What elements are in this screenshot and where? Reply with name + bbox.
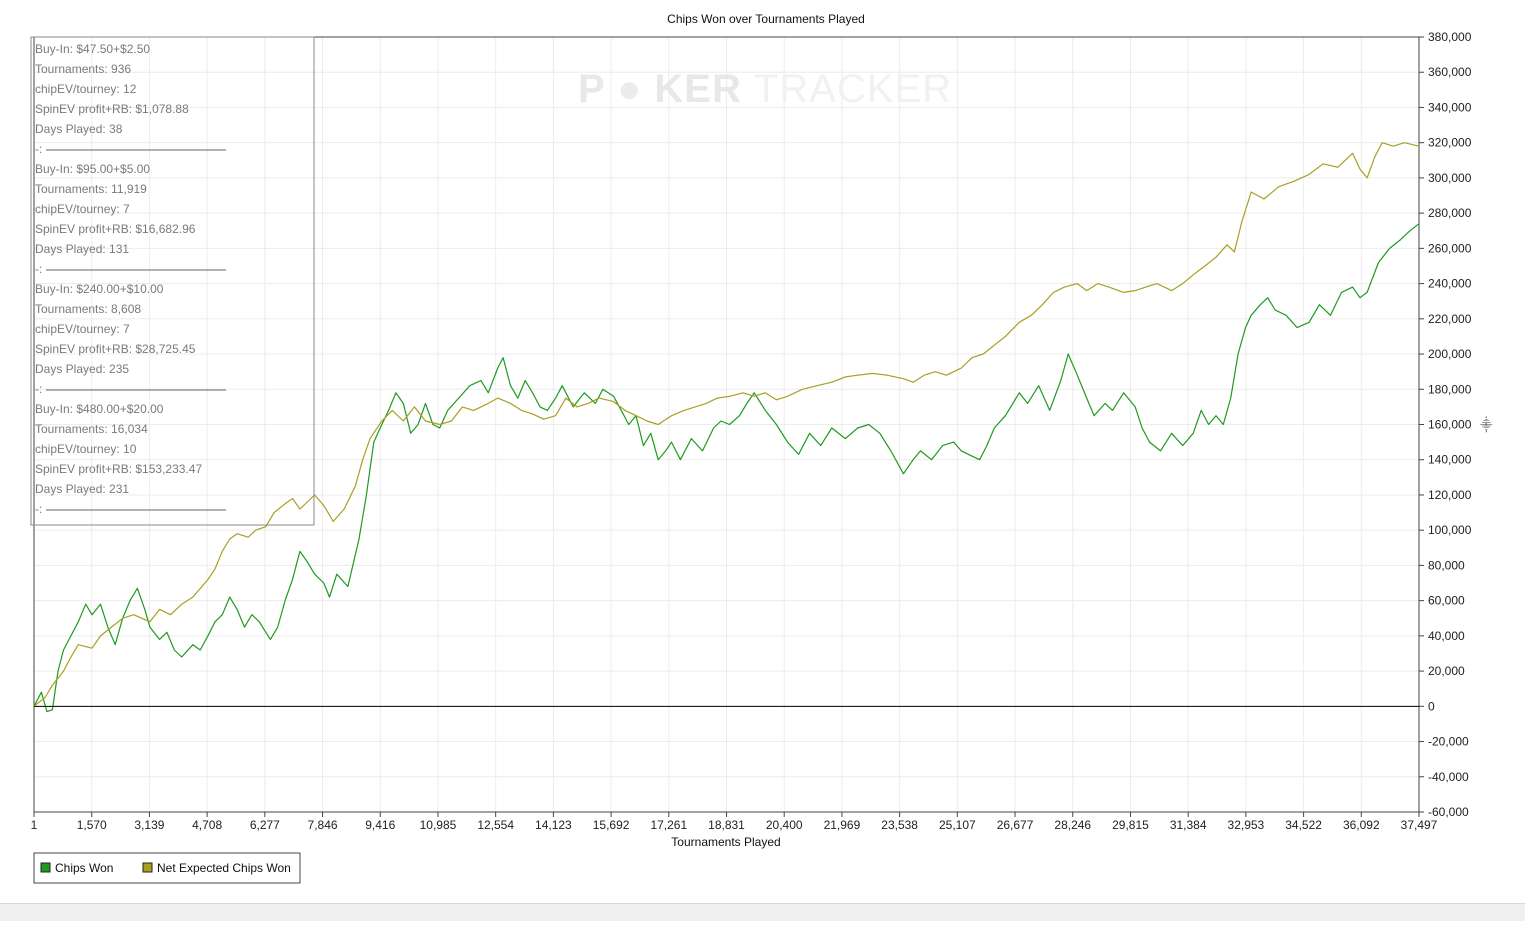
y-tick-label: 0 <box>1428 699 1435 713</box>
y-tick-label: 340,000 <box>1428 100 1472 114</box>
info-buy-in-text: Buy-In: $95.00+$5.00 <box>35 162 150 176</box>
info-tournaments-text: Tournaments: 8,608 <box>35 302 141 316</box>
watermark-text-1: P <box>578 67 605 111</box>
legend-swatch-chips-won <box>40 862 51 873</box>
y-tick-label: 20,000 <box>1428 664 1465 678</box>
x-tick-label: 37,497 <box>1401 818 1438 832</box>
info-profit-text: SpinEV profit+RB: $16,682.96 <box>35 222 196 236</box>
x-tick-label: 26,677 <box>997 818 1034 832</box>
info-buy-in-text: Buy-In: $47.50+$2.50 <box>35 42 150 56</box>
y-tick-label: 280,000 <box>1428 206 1472 220</box>
window-status-strip <box>0 903 1525 921</box>
legend-label-net-expected: Net Expected Chips Won <box>157 861 291 875</box>
x-tick-label: 1 <box>31 818 38 832</box>
info-chipev-text: chipEV/tourney: 10 <box>35 442 137 456</box>
x-tick-label: 6,277 <box>250 818 280 832</box>
y-tick-label: 200,000 <box>1428 347 1472 361</box>
y-tick-label: 60,000 <box>1428 594 1465 608</box>
info-profit-text: SpinEV profit+RB: $1,078.88 <box>35 102 189 116</box>
y-tick-label: 120,000 <box>1428 488 1472 502</box>
x-tick-label: 20,400 <box>766 818 803 832</box>
y-tick-label: 100,000 <box>1428 523 1472 537</box>
y-tick-label: 140,000 <box>1428 453 1472 467</box>
legend-frame <box>33 852 301 884</box>
info-chipev-text: chipEV/tourney: 7 <box>35 202 130 216</box>
y-tick-label: -40,000 <box>1428 770 1469 784</box>
series-line-chips-won <box>33 223 1420 713</box>
x-tick-label: 21,969 <box>824 818 861 832</box>
legend-label-chips-won: Chips Won <box>55 861 113 875</box>
legend[interactable]: Chips Won Net Expected Chips Won <box>33 852 301 884</box>
series-lines <box>33 142 1420 713</box>
watermark-chip-icon: ● <box>617 67 642 111</box>
x-tick-label: 36,092 <box>1343 818 1380 832</box>
x-axis-title: Tournaments Played <box>671 835 780 849</box>
y-tick-label: 220,000 <box>1428 312 1472 326</box>
y-tick-label: 180,000 <box>1428 382 1472 396</box>
y-tick-label: 240,000 <box>1428 277 1472 291</box>
svg-text:P ● KER: P ● KER TRACKER <box>578 67 952 111</box>
x-tick-label: 34,522 <box>1285 818 1322 832</box>
x-tick-label: 29,815 <box>1112 818 1149 832</box>
y-tick-label: 380,000 <box>1428 30 1472 44</box>
x-axis-ticks: 1 1,570 3,139 4,708 6,277 7,846 9,416 10,985 12,… <box>31 812 1438 832</box>
info-separator-text: -: <box>35 142 42 156</box>
info-days-text: Days Played: 235 <box>35 362 129 376</box>
y-tick-label: 160,000 <box>1428 418 1472 432</box>
info-buy-in-text: Buy-In: $240.00+$10.00 <box>35 282 164 296</box>
pokertracker-watermark: P ● KER TRACKER <box>578 67 952 111</box>
watermark-text-3: TRACKER <box>754 67 952 111</box>
info-days-text: Days Played: 38 <box>35 122 123 136</box>
chart-title: Chips Won over Tournaments Played <box>667 12 865 26</box>
info-tournaments-text: Tournaments: 16,034 <box>35 422 148 436</box>
info-tournaments-text: Tournaments: 11,919 <box>35 182 147 196</box>
y-tick-label: 40,000 <box>1428 629 1465 643</box>
info-days-text: Days Played: 131 <box>35 242 129 256</box>
watermark-text-2: KER <box>654 67 741 111</box>
legend-swatch-net-expected <box>142 862 153 873</box>
info-separator-text: -: <box>35 382 42 396</box>
y-tick-label: -60,000 <box>1428 805 1469 819</box>
x-tick-label: 3,139 <box>134 818 164 832</box>
x-tick-label: 7,846 <box>308 818 338 832</box>
info-separator-text: -: <box>35 502 42 516</box>
x-tick-label: 4,708 <box>192 818 222 832</box>
info-profit-text: SpinEV profit+RB: $153,233.47 <box>35 462 202 476</box>
x-tick-label: 1,570 <box>77 818 107 832</box>
x-tick-label: 12,554 <box>477 818 514 832</box>
info-buy-in-text: Buy-In: $480.00+$20.00 <box>35 402 164 416</box>
x-tick-label: 9,416 <box>365 818 395 832</box>
x-tick-label: 15,692 <box>593 818 630 832</box>
y-tick-label: 300,000 <box>1428 171 1472 185</box>
info-chipev-text: chipEV/tourney: 12 <box>35 82 137 96</box>
y-axis-ticks: 380,000 360,000 340,000 320,000 300,000 280,0… <box>1419 30 1472 819</box>
y-tick-label: 360,000 <box>1428 65 1472 79</box>
y-tick-label: 260,000 <box>1428 241 1472 255</box>
y-tick-label: 80,000 <box>1428 558 1465 572</box>
info-tournaments-text: Tournaments: 936 <box>35 62 131 76</box>
x-tick-label: 32,953 <box>1228 818 1265 832</box>
info-chipev-text: chipEV/tourney: 7 <box>35 322 130 336</box>
stats-info-box[interactable]: Buy-In: $47.50+$2.50 Tournaments: 936 chip… <box>30 36 315 526</box>
info-separator-text: -: <box>35 262 42 276</box>
y-tick-label: 320,000 <box>1428 136 1472 150</box>
x-tick-label: 28,246 <box>1054 818 1091 832</box>
y-tick-label: -20,000 <box>1428 735 1469 749</box>
x-tick-label: 31,384 <box>1170 818 1207 832</box>
x-tick-label: 23,538 <box>881 818 918 832</box>
x-tick-label: 25,107 <box>939 818 976 832</box>
info-profit-text: SpinEV profit+RB: $28,725.45 <box>35 342 196 356</box>
x-tick-label: 17,261 <box>650 818 687 832</box>
series-line-net-expected <box>33 142 1420 707</box>
crosshair-cursor-icon: ⸎ <box>1480 416 1493 433</box>
x-tick-label: 14,123 <box>535 818 572 832</box>
x-tick-label: 10,985 <box>420 818 457 832</box>
x-tick-label: 18,831 <box>708 818 745 832</box>
info-days-text: Days Played: 231 <box>35 482 129 496</box>
